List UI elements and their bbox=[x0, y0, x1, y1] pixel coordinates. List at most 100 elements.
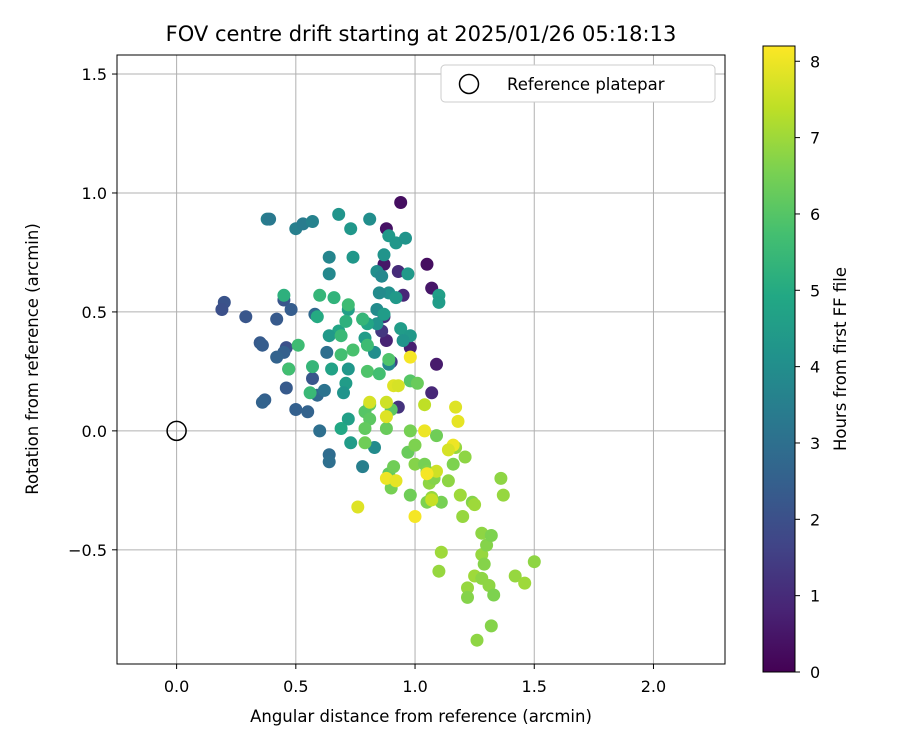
data-point bbox=[363, 395, 377, 409]
data-point bbox=[458, 450, 472, 464]
data-point bbox=[334, 422, 348, 435]
data-point bbox=[306, 372, 319, 385]
data-point bbox=[389, 291, 403, 305]
data-point bbox=[322, 267, 336, 281]
data-point bbox=[480, 538, 494, 552]
data-point bbox=[334, 348, 348, 362]
data-point bbox=[356, 460, 370, 474]
colorbar-tick-label: 6 bbox=[810, 205, 820, 224]
data-point bbox=[341, 412, 355, 426]
legend-label: Reference platepar bbox=[507, 75, 665, 94]
colorbar-tick-label: 3 bbox=[810, 434, 820, 453]
y-axis-label: Rotation from reference (arcmin) bbox=[23, 223, 42, 495]
data-point bbox=[518, 576, 532, 590]
data-point bbox=[401, 267, 415, 281]
data-point bbox=[337, 386, 350, 400]
data-point bbox=[477, 557, 491, 571]
plot-frame bbox=[116, 54, 726, 665]
legend-circle-icon bbox=[458, 73, 480, 95]
data-point bbox=[360, 338, 374, 352]
data-points bbox=[215, 196, 541, 647]
x-tick-label: 2.0 bbox=[641, 677, 666, 696]
data-point bbox=[334, 329, 348, 343]
data-point bbox=[339, 314, 353, 328]
data-point bbox=[432, 295, 446, 309]
data-point bbox=[484, 619, 498, 633]
data-point bbox=[494, 471, 508, 485]
data-point bbox=[346, 250, 360, 264]
colorbar: 0 1 2 3 4 5 6 7 8 Hours from first FF file bbox=[762, 45, 850, 682]
y-tick-label: 0.0 bbox=[82, 422, 107, 441]
x-tick-label: 1.5 bbox=[522, 677, 547, 696]
data-point bbox=[303, 386, 317, 400]
data-point bbox=[441, 443, 455, 457]
data-point bbox=[430, 429, 443, 443]
data-point bbox=[408, 510, 422, 523]
data-point bbox=[403, 488, 417, 502]
data-point bbox=[320, 345, 334, 359]
data-point bbox=[420, 467, 434, 481]
data-point bbox=[270, 350, 284, 364]
data-point bbox=[399, 231, 412, 245]
data-point bbox=[432, 564, 446, 578]
data-point bbox=[394, 196, 408, 209]
colorbar-tick-label: 4 bbox=[810, 358, 820, 377]
data-point bbox=[372, 367, 386, 381]
data-point bbox=[322, 250, 336, 264]
data-point bbox=[289, 403, 303, 416]
data-point bbox=[441, 474, 455, 488]
x-tick-label: 0.0 bbox=[164, 677, 189, 696]
data-point bbox=[306, 360, 319, 374]
data-point bbox=[279, 381, 293, 395]
data-point bbox=[327, 291, 341, 305]
colorbar-label: Hours from first FF file bbox=[831, 267, 850, 451]
data-point bbox=[396, 334, 410, 347]
data-point bbox=[451, 414, 465, 428]
data-point bbox=[356, 312, 370, 326]
data-point bbox=[341, 298, 355, 312]
data-point bbox=[496, 488, 510, 502]
data-point bbox=[508, 569, 522, 583]
data-point bbox=[461, 590, 474, 604]
data-point bbox=[484, 529, 498, 542]
colorbar-tick-label: 5 bbox=[810, 281, 820, 300]
legend-box bbox=[440, 64, 716, 103]
data-point bbox=[434, 545, 448, 559]
legend: Reference platepar bbox=[440, 64, 716, 103]
colorbar-tick-label: 8 bbox=[810, 52, 820, 71]
data-point bbox=[453, 488, 467, 502]
colorbar-ticks: 0 1 2 3 4 5 6 7 8 bbox=[795, 52, 820, 682]
data-point bbox=[284, 303, 298, 316]
x-tick-label: 1.0 bbox=[402, 677, 427, 696]
data-point bbox=[403, 424, 417, 438]
data-point bbox=[358, 422, 372, 435]
reference-marker bbox=[166, 420, 187, 442]
data-point bbox=[277, 288, 291, 302]
data-point bbox=[322, 329, 336, 343]
data-point bbox=[358, 436, 372, 450]
data-point bbox=[377, 307, 391, 321]
data-point bbox=[322, 455, 336, 469]
data-point bbox=[255, 338, 269, 352]
data-point bbox=[282, 362, 296, 376]
data-point bbox=[313, 288, 327, 302]
data-point bbox=[375, 269, 389, 283]
data-point bbox=[344, 222, 358, 236]
data-point bbox=[487, 588, 501, 602]
data-point bbox=[446, 457, 460, 471]
reference-platepar-circle bbox=[166, 420, 187, 442]
data-point bbox=[346, 343, 360, 357]
x-axis-label: Angular distance from reference (arcmin) bbox=[250, 707, 592, 726]
data-point bbox=[389, 474, 403, 488]
data-point bbox=[456, 510, 470, 523]
y-axis-ticks: −0.5 0.0 0.5 1.0 1.5 bbox=[68, 65, 117, 560]
data-point bbox=[239, 310, 253, 324]
data-point bbox=[313, 424, 327, 438]
data-point bbox=[408, 457, 422, 471]
y-tick-label: −0.5 bbox=[68, 541, 107, 560]
colorbar-tick-label: 1 bbox=[810, 587, 820, 606]
data-point bbox=[263, 212, 277, 226]
data-point bbox=[430, 357, 443, 371]
y-tick-label: 1.5 bbox=[82, 65, 107, 84]
